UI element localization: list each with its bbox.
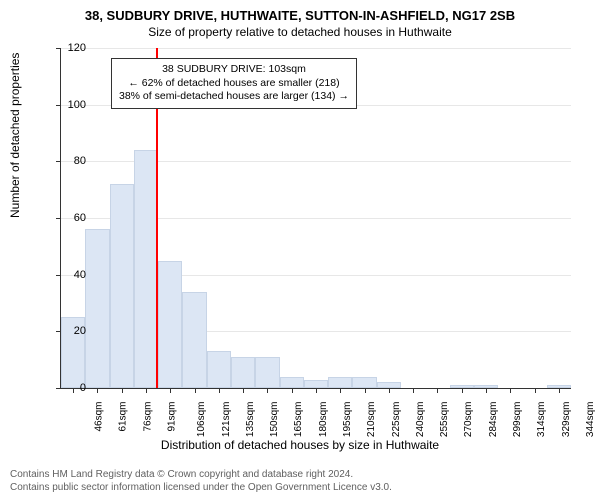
x-tick-label: 61sqm — [118, 402, 129, 432]
x-tick-label: 344sqm — [585, 402, 596, 438]
x-tick-mark — [413, 388, 414, 393]
x-tick-mark — [389, 388, 390, 393]
x-tick-label: 299sqm — [512, 402, 523, 438]
chart-area: 46sqm61sqm76sqm91sqm106sqm121sqm135sqm15… — [60, 48, 570, 388]
histogram-bar — [328, 377, 352, 388]
y-axis-label: Number of detached properties — [8, 53, 22, 218]
gridline — [61, 48, 571, 49]
annotation-line: 38% of semi-detached houses are larger (… — [119, 90, 349, 104]
x-tick-mark — [365, 388, 366, 393]
footer-line-1: Contains HM Land Registry data © Crown c… — [10, 469, 392, 482]
x-tick-mark — [122, 388, 123, 393]
x-tick-label: 46sqm — [94, 402, 105, 432]
x-tick-label: 329sqm — [561, 402, 572, 438]
x-tick-label: 314sqm — [536, 402, 547, 438]
histogram-bar — [255, 357, 279, 388]
x-tick-label: 210sqm — [366, 402, 377, 438]
x-tick-mark — [535, 388, 536, 393]
x-tick-mark — [243, 388, 244, 393]
x-tick-mark — [97, 388, 98, 393]
x-tick-mark — [170, 388, 171, 393]
x-tick-mark — [195, 388, 196, 393]
y-tick-label: 40 — [56, 269, 86, 281]
chart-container: 38, SUDBURY DRIVE, HUTHWAITE, SUTTON-IN-… — [0, 0, 600, 500]
x-tick-mark — [462, 388, 463, 393]
x-tick-mark — [510, 388, 511, 393]
x-tick-label: 270sqm — [464, 402, 475, 438]
footer-line-2: Contains public sector information licen… — [10, 482, 392, 495]
x-tick-mark — [219, 388, 220, 393]
x-tick-mark — [486, 388, 487, 393]
footer: Contains HM Land Registry data © Crown c… — [10, 469, 392, 494]
annotation-line: 38 SUDBURY DRIVE: 103sqm — [119, 63, 349, 77]
x-tick-label: 225sqm — [391, 402, 402, 438]
y-tick-label: 100 — [56, 99, 86, 111]
x-tick-label: 76sqm — [142, 402, 153, 432]
x-tick-label: 106sqm — [196, 402, 207, 438]
x-tick-mark — [340, 388, 341, 393]
x-tick-label: 180sqm — [318, 402, 329, 438]
x-tick-mark — [292, 388, 293, 393]
annotation-line: ← 62% of detached houses are smaller (21… — [119, 77, 349, 91]
x-tick-mark — [437, 388, 438, 393]
histogram-bar — [304, 380, 328, 389]
x-tick-label: 195sqm — [342, 402, 353, 438]
histogram-bar — [231, 357, 255, 388]
histogram-bar — [134, 150, 158, 388]
x-tick-label: 240sqm — [415, 402, 426, 438]
x-tick-mark — [146, 388, 147, 393]
histogram-bar — [280, 377, 304, 388]
x-axis-label: Distribution of detached houses by size … — [0, 438, 600, 452]
x-tick-label: 284sqm — [488, 402, 499, 438]
histogram-bar — [158, 261, 182, 389]
page-title: 38, SUDBURY DRIVE, HUTHWAITE, SUTTON-IN-… — [0, 0, 600, 23]
x-tick-mark — [316, 388, 317, 393]
annotation-box: 38 SUDBURY DRIVE: 103sqm← 62% of detache… — [111, 58, 357, 109]
x-tick-label: 150sqm — [269, 402, 280, 438]
histogram-bar — [110, 184, 134, 388]
y-tick-label: 120 — [56, 42, 86, 54]
x-tick-label: 121sqm — [221, 402, 232, 438]
histogram-bar — [85, 229, 109, 388]
x-tick-label: 91sqm — [167, 402, 178, 432]
y-tick-label: 20 — [56, 325, 86, 337]
histogram-bar — [207, 351, 231, 388]
x-tick-label: 255sqm — [439, 402, 450, 438]
x-tick-label: 165sqm — [294, 402, 305, 438]
y-tick-label: 0 — [56, 382, 86, 394]
x-tick-label: 135sqm — [245, 402, 256, 438]
histogram-bar — [182, 292, 206, 388]
histogram-bar — [352, 377, 376, 388]
page-subtitle: Size of property relative to detached ho… — [0, 23, 600, 43]
y-tick-label: 80 — [56, 155, 86, 167]
x-tick-mark — [559, 388, 560, 393]
x-tick-mark — [267, 388, 268, 393]
y-tick-label: 60 — [56, 212, 86, 224]
